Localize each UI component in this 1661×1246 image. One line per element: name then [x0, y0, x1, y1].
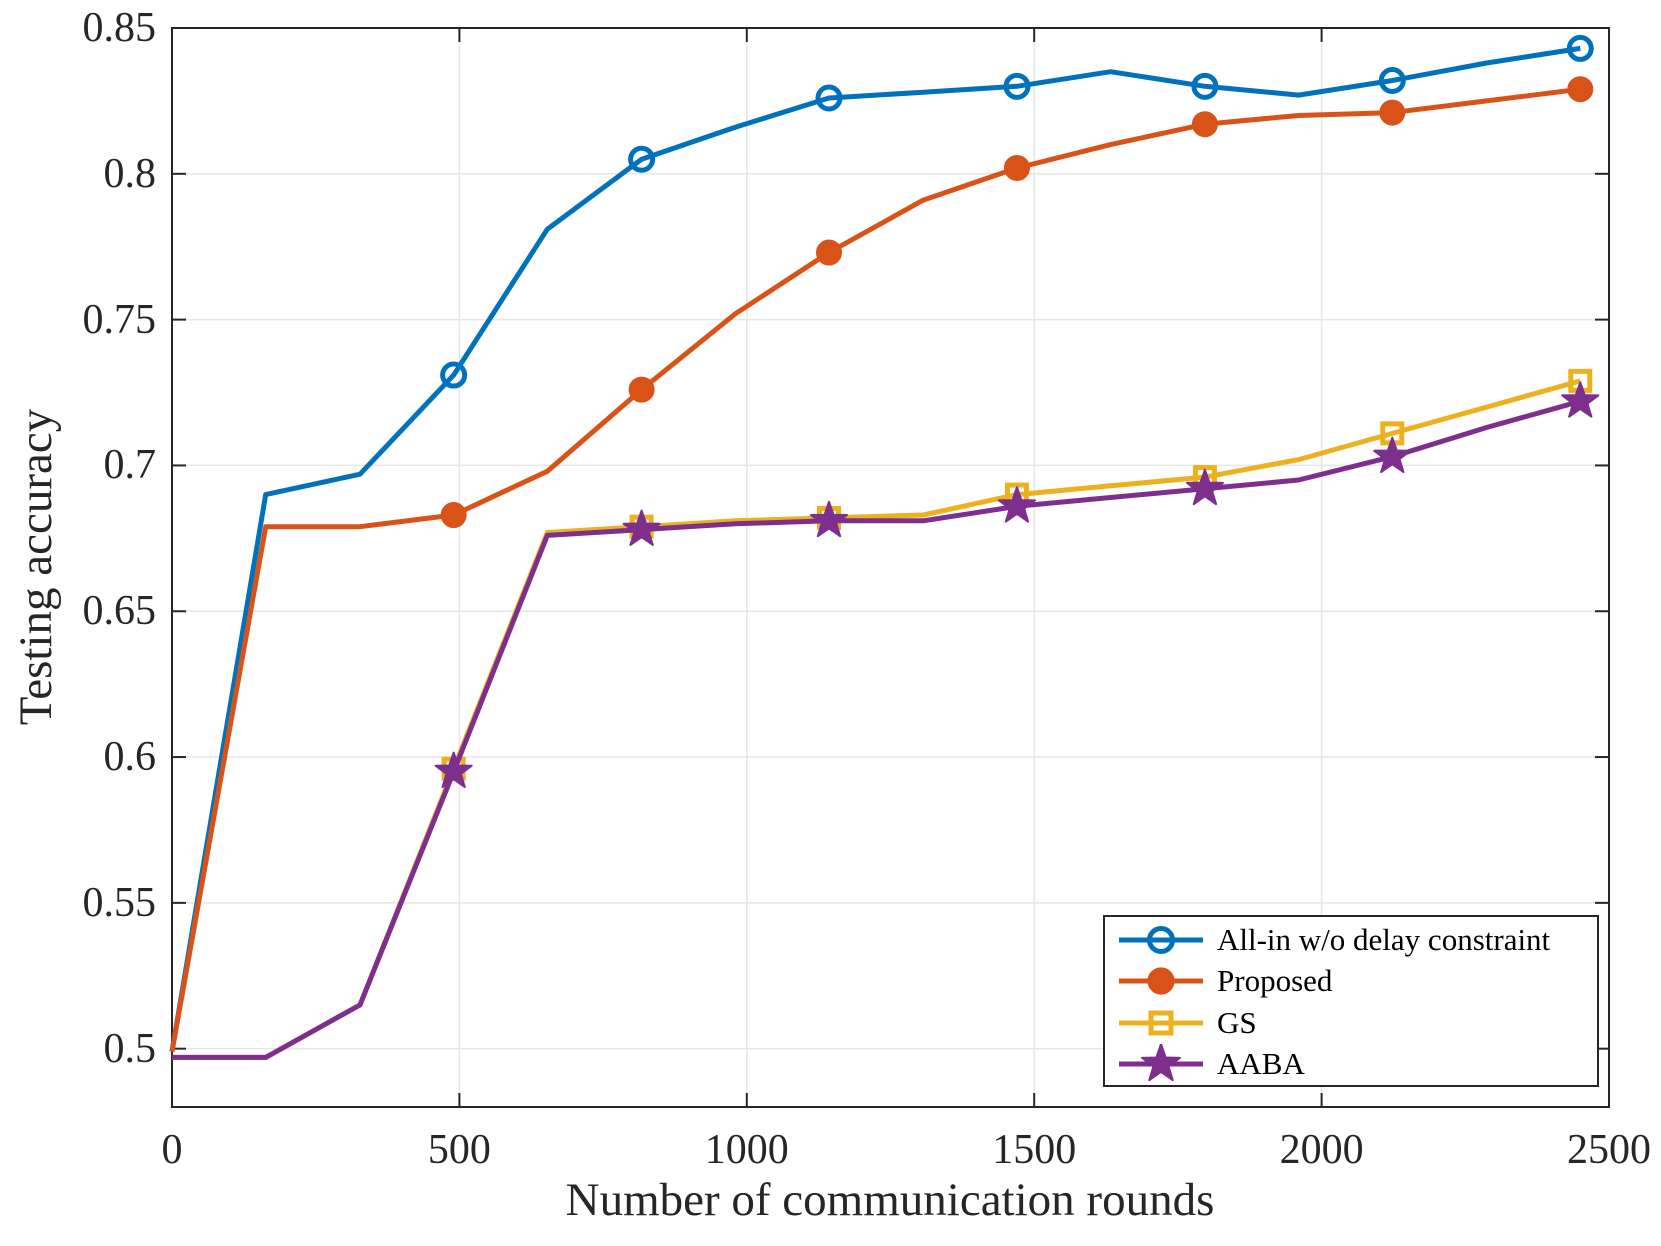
data-point-marker	[1141, 1044, 1181, 1082]
data-point-marker	[1191, 111, 1218, 138]
data-point-marker	[815, 84, 843, 112]
x-axis-title: Number of communication rounds	[565, 1174, 1215, 1226]
data-point-marker	[1373, 436, 1412, 474]
series-proposed	[169, 76, 1594, 1053]
data-point-marker	[440, 361, 468, 389]
data-point-marker	[434, 751, 473, 789]
data-point-marker	[622, 509, 661, 546]
legend-label: AABA	[1217, 1046, 1305, 1082]
y-tick-label: 0.55	[82, 879, 157, 926]
data-point-marker	[628, 145, 656, 173]
legend-swatch-star-filled-icon	[1119, 1044, 1203, 1082]
data-point-marker	[1561, 381, 1600, 418]
data-point-marker	[815, 239, 842, 266]
data-point-marker	[1003, 72, 1031, 100]
y-tick-label: 0.75	[82, 296, 157, 343]
series-line	[172, 398, 1581, 1060]
data-point-marker	[1148, 1010, 1174, 1036]
y-tick-label: 0.5	[103, 1025, 157, 1072]
legend-swatch-circle-open-icon	[1119, 925, 1203, 954]
legend-label: All-in w/o delay constraint	[1217, 921, 1551, 957]
data-point-marker	[809, 500, 849, 538]
series-all-in-w-o-delay-constraint	[169, 34, 1594, 1053]
y-tick-label: 0.8	[103, 150, 157, 197]
data-point-marker	[1003, 154, 1030, 181]
data-point-marker	[1378, 66, 1406, 94]
series-line	[169, 86, 1581, 1053]
data-point-marker	[1191, 72, 1219, 100]
data-point-marker	[1147, 967, 1175, 995]
x-tick-label: 500	[427, 1127, 491, 1173]
x-tick-label: 2000	[1279, 1127, 1364, 1173]
tick-marks	[171, 27, 1610, 1107]
series-line	[169, 45, 1581, 1053]
y-tick-label: 0.6	[103, 734, 157, 781]
plot-box	[171, 27, 1610, 1108]
x-tick-label: 0	[161, 1127, 183, 1173]
legend-item: Proposed	[1115, 961, 1597, 1002]
series-aaba	[172, 381, 1600, 1060]
legend-label: Proposed	[1217, 963, 1333, 999]
data-point-marker	[440, 502, 467, 529]
data-point-marker	[1566, 34, 1594, 62]
data-point-marker	[1185, 468, 1224, 506]
data-point-marker	[628, 376, 655, 403]
legend-item: AABA	[1115, 1044, 1597, 1085]
x-tick-label: 2500	[1567, 1127, 1651, 1173]
data-point-marker	[1379, 99, 1406, 126]
legend-item: All-in w/o delay constraint	[1115, 919, 1597, 960]
legend-swatch-square-open-icon	[1119, 1010, 1203, 1036]
y-tick-label: 0.65	[82, 588, 157, 635]
x-tick-label: 1000	[704, 1127, 789, 1173]
legend-label: GS	[1217, 1004, 1257, 1040]
y-tick-label: 0.85	[82, 5, 157, 51]
legend-swatch-circle-filled-icon	[1119, 967, 1203, 995]
data-point-marker	[1567, 76, 1594, 103]
y-tick-label: 0.7	[103, 442, 157, 489]
data-point-marker	[1146, 925, 1176, 954]
legend-item: GS	[1115, 1002, 1597, 1043]
legend: All-in w/o delay constraint Proposed GS …	[1103, 915, 1599, 1087]
data-point-marker	[997, 486, 1037, 523]
x-tick-label: 1500	[992, 1127, 1077, 1173]
